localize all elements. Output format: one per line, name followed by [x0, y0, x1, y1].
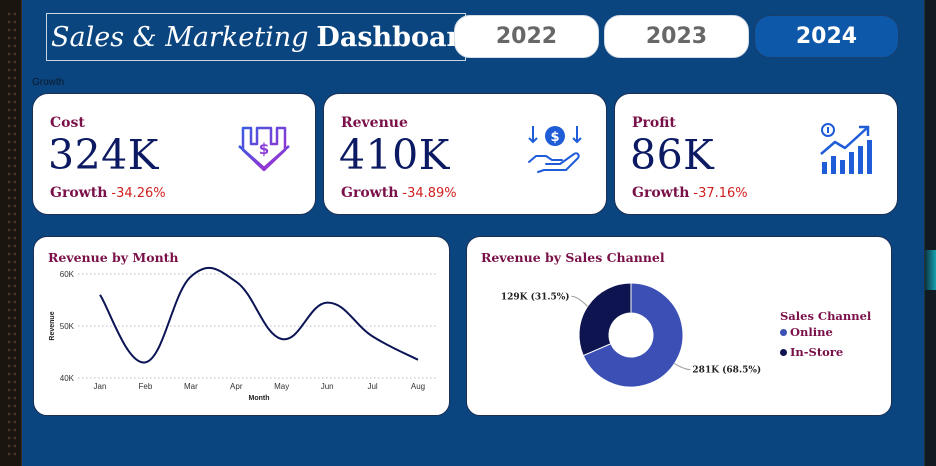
donut-slice-in-store [578, 282, 632, 357]
line-chart: 40K 50K 60K Jan Feb Mar Apr May Jun Jul Aug Month Re… [49, 266, 438, 402]
dashboard-title: Sales & Marketing Dashboard [46, 13, 480, 61]
legend-dot [780, 348, 787, 356]
left-frame [0, 0, 22, 466]
svg-text:$: $ [259, 140, 269, 158]
y-axis-label: Revenue [49, 311, 56, 340]
kpi-value: 86K [630, 131, 715, 179]
kpi-value: 324K [48, 131, 159, 179]
y-tick-label: 50K [60, 322, 75, 331]
year-tab-2023[interactable]: 2023 [604, 15, 749, 58]
y-tick-label: 60K [60, 270, 75, 279]
section-label: Growth [32, 77, 65, 88]
title-bold: Dashboard [316, 21, 480, 53]
hand-coin-icon: $ [528, 126, 582, 173]
x-tick-label: Aug [411, 382, 425, 391]
y-tick-label: 40K [60, 374, 75, 383]
growth-value: -34.26% [111, 186, 166, 201]
legend-label: Online [790, 325, 833, 339]
data-label: 129K (31.5%) [501, 291, 570, 302]
frame-glow [925, 250, 936, 290]
legend-item-in-store[interactable]: In-Store [780, 345, 843, 359]
x-tick-label: Mar [184, 382, 198, 391]
right-frame [924, 0, 936, 466]
svg-text:$: $ [550, 130, 559, 145]
legend-item-online[interactable]: Online [780, 325, 833, 339]
data-label: 281K (68.5%) [692, 365, 761, 376]
growth-label: Growth [632, 185, 690, 201]
year-tab-2022[interactable]: 2022 [454, 15, 599, 58]
chart-title: Revenue by Month [48, 250, 179, 265]
kpi-title: Cost [50, 115, 85, 131]
kpi-value: 410K [339, 131, 450, 179]
donut-slice-online [582, 282, 684, 388]
x-tick-label: May [274, 382, 289, 391]
x-tick-label: Jan [94, 382, 107, 391]
x-tick-label: Jul [367, 382, 377, 391]
kpi-title: Revenue [341, 115, 408, 131]
revenue-series-line [99, 266, 419, 364]
kpi-growth: Growth -37.16% [632, 184, 748, 201]
donut-chart: 281K (68.5%) 129K (31.5%) [501, 282, 761, 388]
panel-revenue-by-month: Revenue by Month 40K 50K 60K Jan Feb Mar Apr Ma… [33, 236, 450, 416]
year-tab-2024[interactable]: 2024 [754, 15, 899, 58]
legend-label: In-Store [790, 345, 844, 359]
kpi-title: Profit [632, 115, 676, 131]
kpi-card-revenue: Revenue 410K Growth -34.89% $ [323, 93, 607, 215]
chart-title: Revenue by Sales Channel [481, 250, 665, 265]
growth-label: Growth [50, 185, 108, 201]
x-tick-label: Feb [139, 382, 153, 391]
title-italic: Sales & Marketing [51, 21, 309, 53]
growth-label: Growth [341, 185, 399, 201]
legend-title: Sales Channel [780, 309, 872, 323]
growth-bars-icon [820, 123, 872, 174]
kpi-growth: Growth -34.89% [341, 184, 457, 201]
growth-value: -37.16% [693, 186, 748, 201]
x-tick-label: Jun [321, 382, 334, 391]
kpi-card-profit: Profit 86K Growth -37.16% [614, 93, 898, 215]
legend-dot [780, 328, 787, 336]
x-axis-label: Month [249, 395, 270, 402]
frame-dots [6, 10, 16, 456]
kpi-card-cost: Cost 324K Growth -34.26% $ [32, 93, 316, 215]
x-tick-label: Apr [230, 382, 243, 391]
leader-line [571, 295, 588, 307]
leader-line [674, 363, 691, 371]
dollar-down-arrow-icon: $ [238, 126, 290, 172]
panel-revenue-by-channel: Revenue by Sales Channel 281K (68.5%) 129… [466, 236, 892, 416]
kpi-growth: Growth -34.26% [50, 184, 166, 201]
growth-value: -34.89% [402, 186, 457, 201]
